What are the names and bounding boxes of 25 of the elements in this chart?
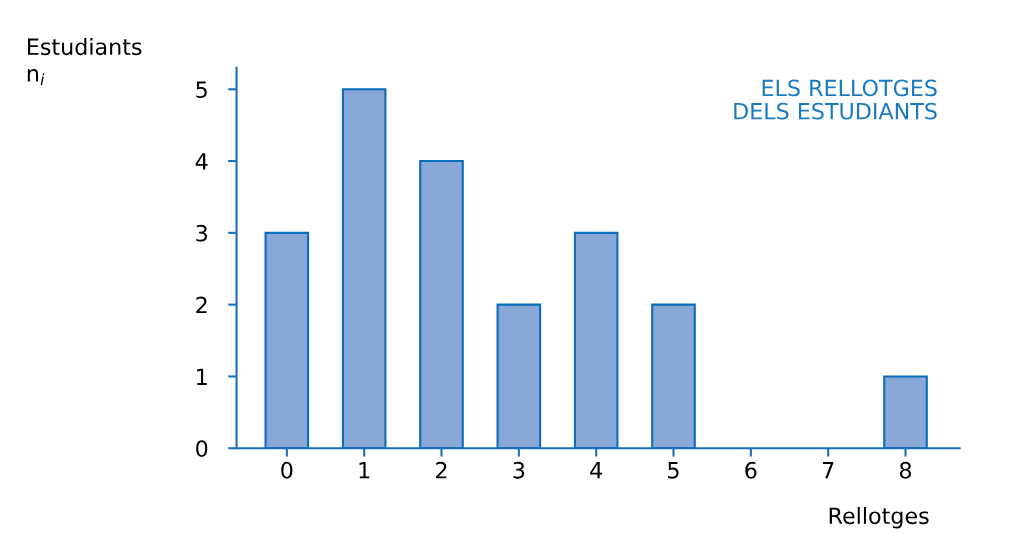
bar	[419, 160, 464, 449]
x-tick-label: 5	[668, 462, 679, 479]
y-tick-label: 4	[195, 153, 208, 170]
y-tick-label: 0	[196, 440, 208, 457]
y-tick-label: 5	[196, 81, 207, 99]
bar	[264, 231, 310, 449]
bar	[883, 375, 928, 449]
text: ELS RELLOTGES DELS ESTUDIANTS	[734, 79, 937, 120]
bar	[496, 303, 542, 449]
x-axis-title: Rellotges	[829, 506, 929, 529]
y-axis-title: Estudiants n$_{i}$	[27, 37, 142, 86]
x-tick-label: 3	[513, 461, 525, 479]
y-tick-label: 2	[196, 296, 207, 314]
x-tick-label: 0	[281, 461, 293, 479]
bar	[573, 231, 619, 449]
y-tick-label: 1	[197, 368, 207, 385]
x-tick-label: 4	[590, 462, 602, 479]
y-tick-label: 3	[196, 224, 207, 242]
x-tick-label: 1	[359, 462, 370, 479]
bar	[651, 303, 696, 449]
bar	[341, 88, 387, 449]
x-tick-label: 7	[822, 462, 834, 479]
x-tick-label: 2	[436, 461, 447, 479]
x-tick-label: 6	[745, 461, 757, 479]
x-tick-label: 8	[899, 461, 912, 479]
